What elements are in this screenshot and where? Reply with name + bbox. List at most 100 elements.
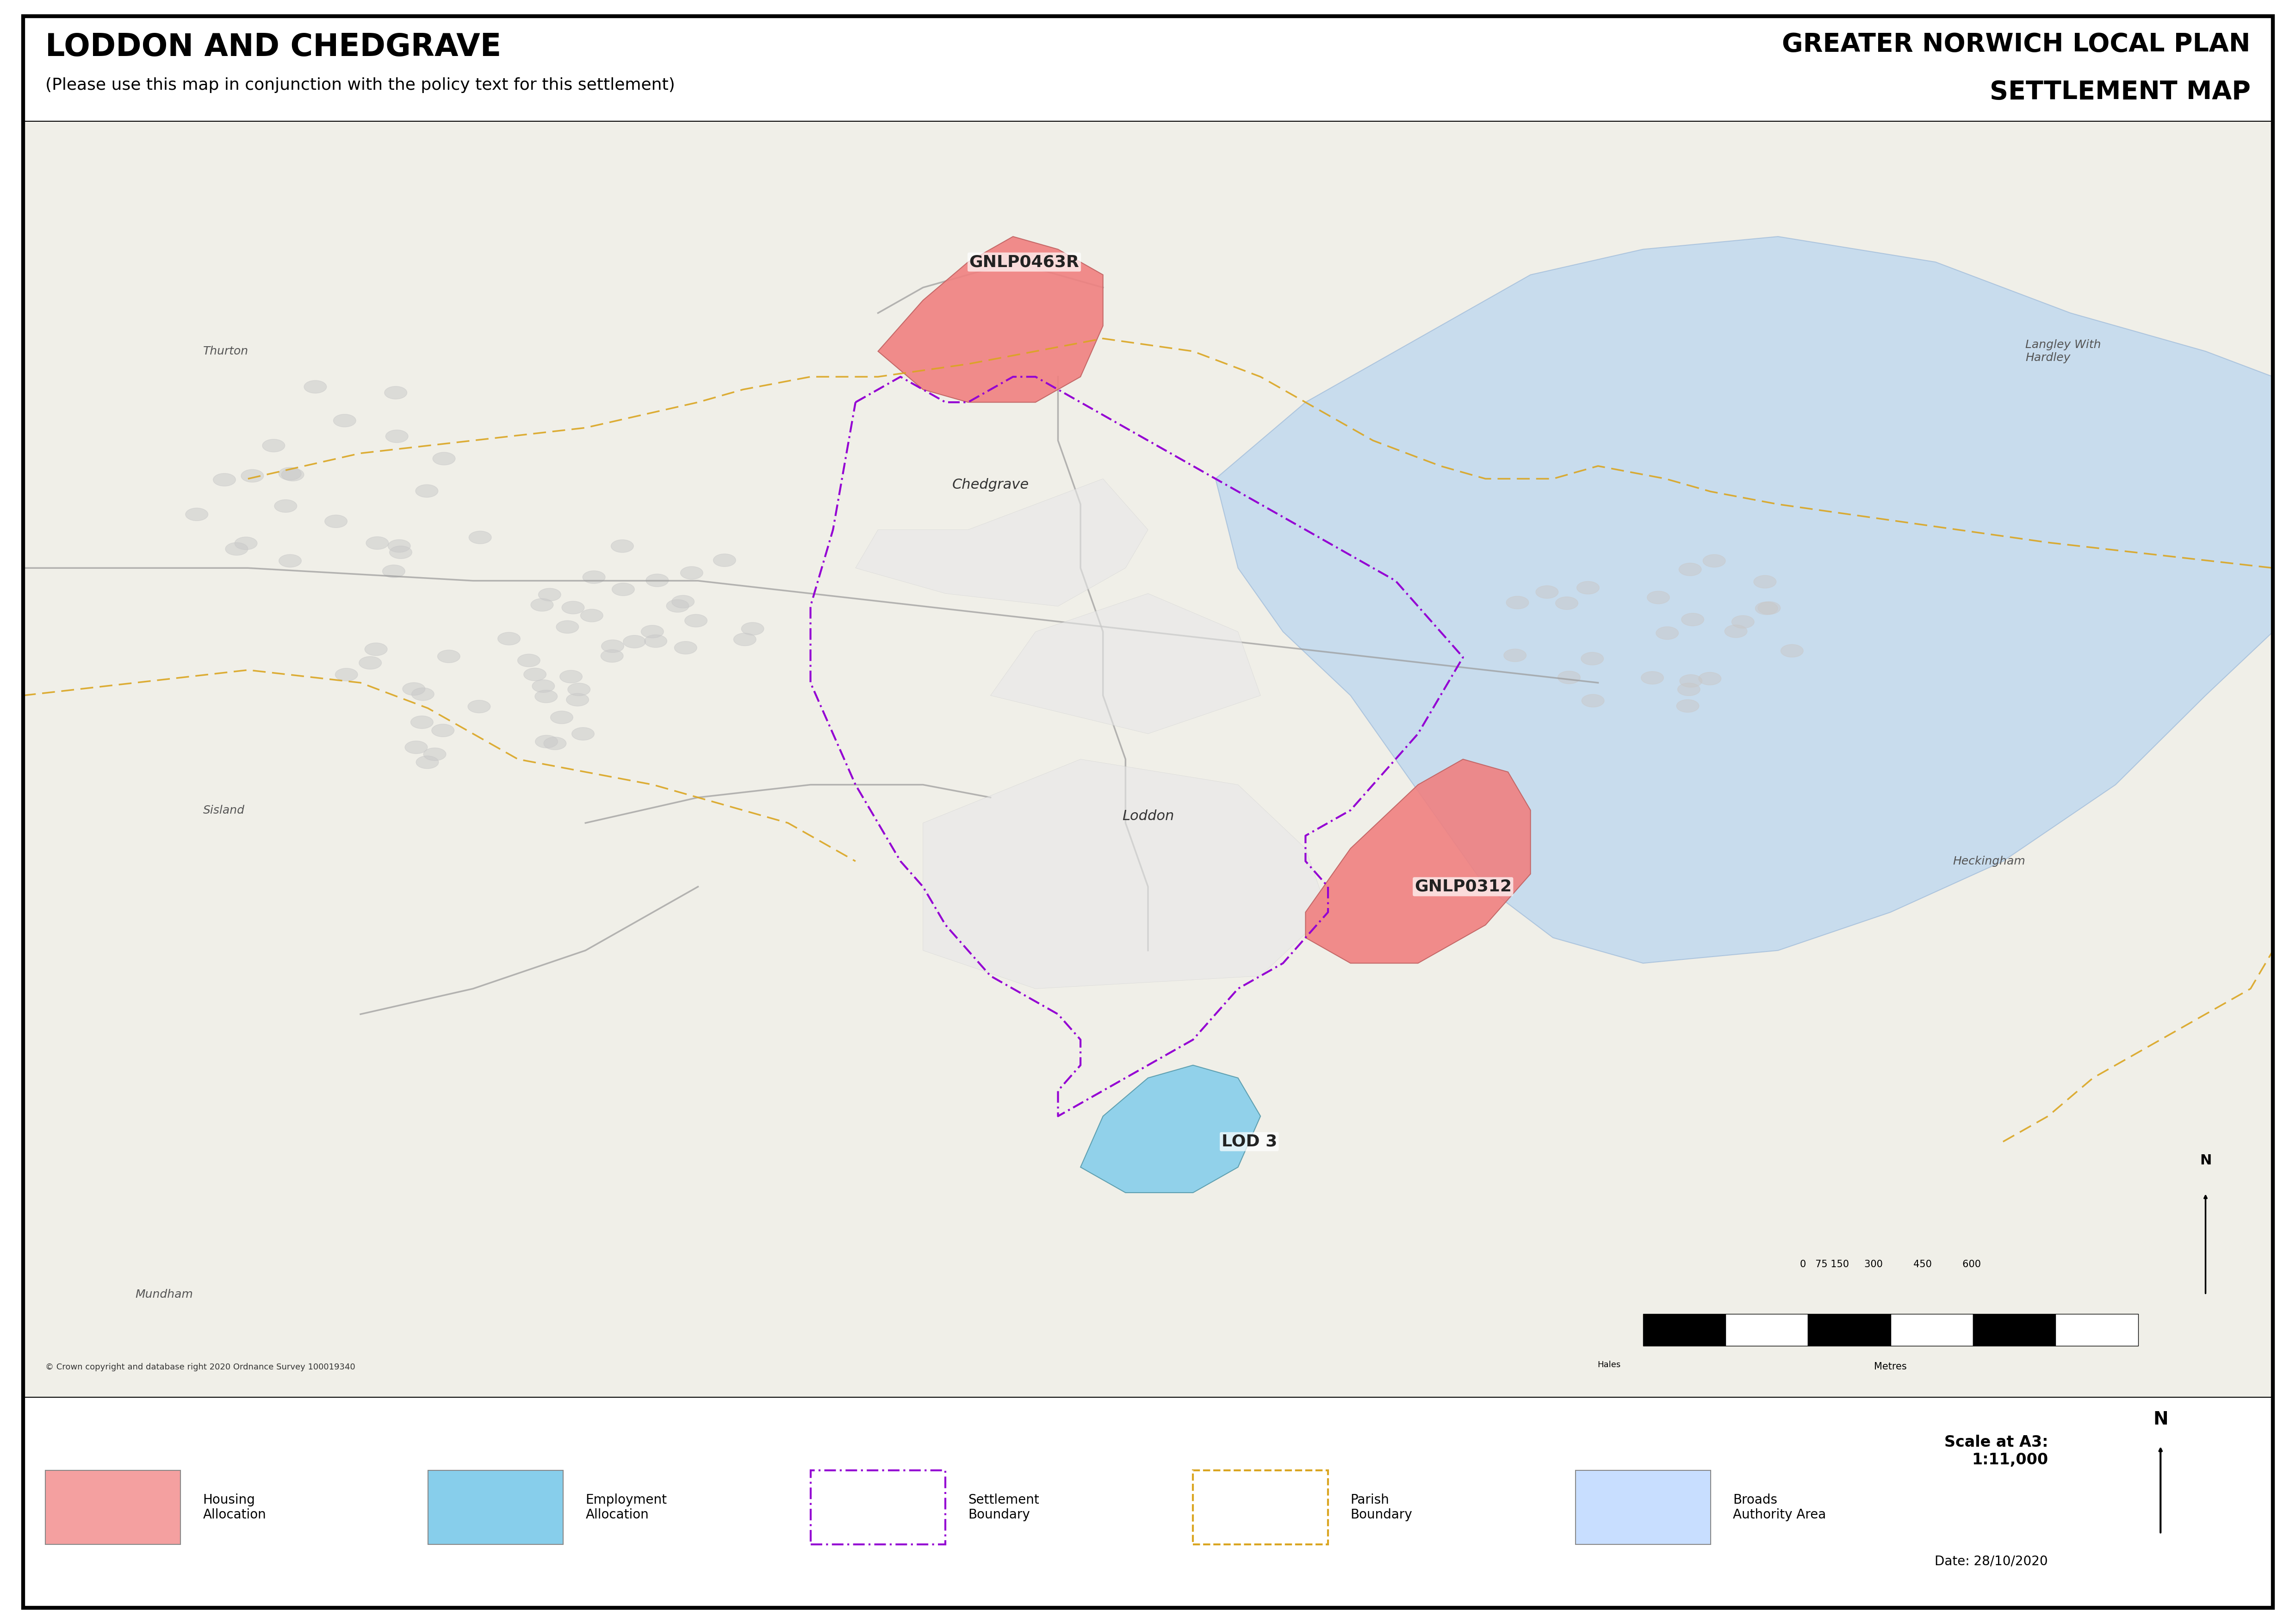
- Circle shape: [262, 438, 285, 451]
- Circle shape: [468, 700, 491, 713]
- Text: LODDON AND CHEDGRAVE: LODDON AND CHEDGRAVE: [46, 32, 501, 63]
- Circle shape: [673, 596, 693, 607]
- Bar: [1727, 1314, 1807, 1346]
- Circle shape: [390, 546, 411, 559]
- Circle shape: [563, 601, 583, 614]
- Circle shape: [1678, 564, 1701, 577]
- Text: Chedgrave: Chedgrave: [953, 477, 1029, 492]
- Circle shape: [530, 599, 553, 611]
- Circle shape: [572, 728, 595, 741]
- Circle shape: [468, 531, 491, 544]
- Text: GNLP0463R: GNLP0463R: [969, 255, 1079, 270]
- Circle shape: [282, 468, 303, 481]
- Circle shape: [613, 583, 634, 596]
- Circle shape: [1655, 627, 1678, 640]
- Circle shape: [1724, 625, 1747, 638]
- Bar: [1644, 1314, 1727, 1346]
- Polygon shape: [1081, 1065, 1261, 1192]
- Circle shape: [335, 667, 358, 680]
- Polygon shape: [923, 758, 1327, 989]
- Circle shape: [404, 741, 427, 754]
- Circle shape: [551, 711, 574, 724]
- Circle shape: [675, 641, 698, 654]
- Circle shape: [1504, 650, 1527, 661]
- Circle shape: [1506, 596, 1529, 609]
- Circle shape: [645, 635, 666, 648]
- Circle shape: [422, 749, 445, 760]
- Circle shape: [544, 737, 567, 750]
- Circle shape: [666, 599, 689, 612]
- Circle shape: [303, 380, 326, 393]
- Circle shape: [386, 430, 409, 443]
- Circle shape: [1582, 695, 1605, 706]
- Polygon shape: [1215, 237, 2273, 963]
- Circle shape: [583, 570, 606, 583]
- Text: GREATER NORWICH LOCAL PLAN: GREATER NORWICH LOCAL PLAN: [1782, 32, 2250, 57]
- Circle shape: [684, 614, 707, 627]
- Circle shape: [365, 643, 388, 656]
- Bar: [810, 1471, 946, 1544]
- Circle shape: [225, 542, 248, 555]
- Bar: [46, 1471, 181, 1544]
- Circle shape: [622, 635, 645, 648]
- Circle shape: [1782, 645, 1802, 658]
- Circle shape: [537, 588, 560, 601]
- Circle shape: [365, 536, 388, 549]
- Bar: [1807, 1314, 1890, 1346]
- Circle shape: [742, 622, 765, 635]
- Text: Date: 28/10/2020: Date: 28/10/2020: [1936, 1556, 2048, 1567]
- Polygon shape: [856, 479, 1148, 606]
- Text: Heckingham: Heckingham: [1954, 856, 2025, 867]
- Bar: [427, 1471, 563, 1544]
- Circle shape: [324, 515, 347, 528]
- Circle shape: [517, 654, 540, 667]
- Bar: [1575, 1471, 1711, 1544]
- Text: Employment
Allocation: Employment Allocation: [585, 1494, 666, 1522]
- Text: 0   75 150     300          450          600: 0 75 150 300 450 600: [1800, 1260, 1981, 1270]
- Circle shape: [1678, 684, 1699, 695]
- Circle shape: [333, 414, 356, 427]
- Circle shape: [560, 671, 583, 684]
- Text: Broads
Authority Area: Broads Authority Area: [1733, 1494, 1825, 1522]
- Circle shape: [416, 755, 439, 768]
- Text: Thurton: Thurton: [202, 346, 248, 357]
- Text: N: N: [2154, 1411, 2167, 1429]
- Text: Parish
Boundary: Parish Boundary: [1350, 1494, 1412, 1522]
- Circle shape: [1577, 581, 1600, 594]
- Polygon shape: [877, 237, 1102, 403]
- Circle shape: [186, 508, 209, 521]
- Text: Scale at A3:
1:11,000: Scale at A3: 1:11,000: [1945, 1434, 2048, 1468]
- Text: Sisland: Sisland: [202, 804, 246, 815]
- Circle shape: [1554, 596, 1577, 609]
- Circle shape: [1681, 674, 1701, 687]
- Circle shape: [1754, 575, 1777, 588]
- Circle shape: [439, 650, 459, 663]
- Circle shape: [1642, 671, 1665, 684]
- Circle shape: [383, 565, 404, 578]
- Circle shape: [411, 716, 434, 729]
- Circle shape: [358, 656, 381, 669]
- Polygon shape: [990, 593, 1261, 734]
- Bar: [2055, 1314, 2138, 1346]
- Text: Hales: Hales: [1598, 1361, 1621, 1369]
- Circle shape: [383, 387, 406, 400]
- Circle shape: [1754, 603, 1777, 615]
- Circle shape: [278, 468, 301, 481]
- Circle shape: [680, 567, 703, 580]
- Text: N: N: [2200, 1153, 2211, 1168]
- Text: SETTLEMENT MAP: SETTLEMENT MAP: [1991, 80, 2250, 104]
- Circle shape: [523, 667, 546, 680]
- Text: Loddon: Loddon: [1123, 809, 1173, 823]
- Circle shape: [1731, 615, 1754, 628]
- Bar: [1890, 1314, 1972, 1346]
- Bar: [1194, 1471, 1327, 1544]
- Circle shape: [714, 554, 735, 567]
- Text: Housing
Allocation: Housing Allocation: [202, 1494, 266, 1522]
- Circle shape: [278, 554, 301, 567]
- Circle shape: [567, 693, 588, 706]
- Circle shape: [611, 539, 634, 552]
- Text: LOD 3: LOD 3: [1221, 1134, 1277, 1150]
- Circle shape: [535, 690, 558, 703]
- Text: (Please use this map in conjunction with the policy text for this settlement): (Please use this map in conjunction with…: [46, 78, 675, 93]
- Circle shape: [432, 451, 455, 464]
